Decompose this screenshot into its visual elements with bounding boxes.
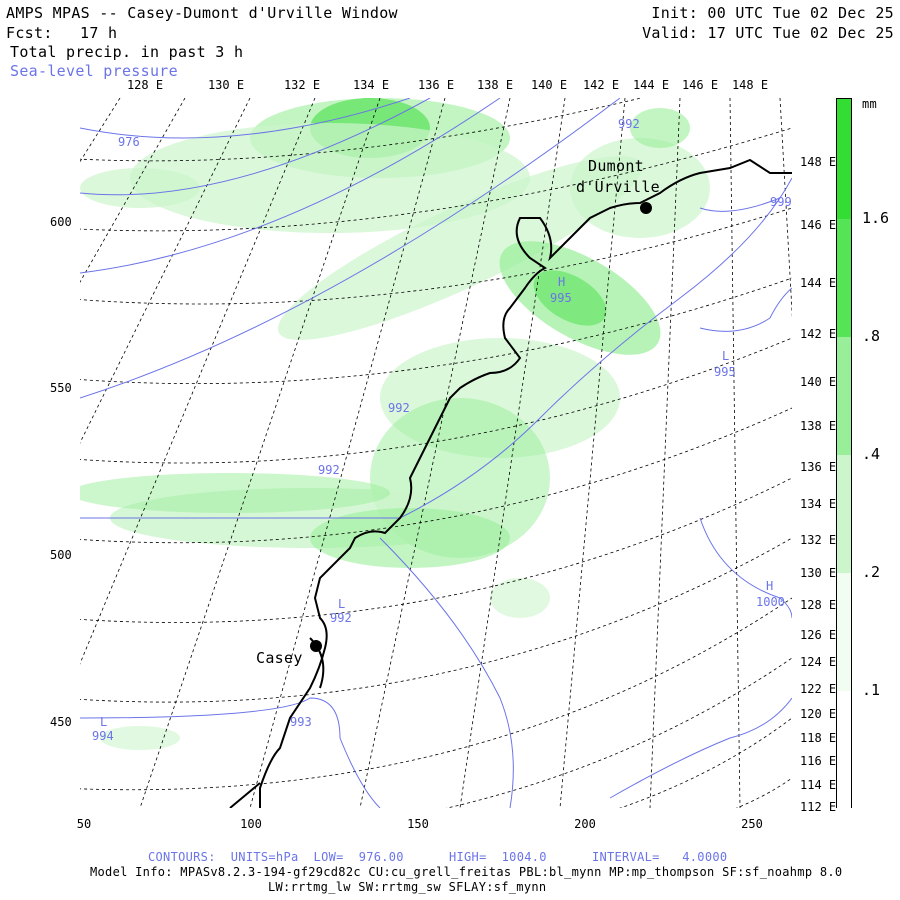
high-center-mark: H	[558, 275, 566, 289]
lat-lon-grid	[80, 98, 792, 808]
right-lon-label: 144 E	[800, 276, 837, 290]
y-axis-tick-label: 600	[50, 215, 72, 229]
top-lon-label: 132 E	[283, 78, 321, 92]
top-lon-label: 148 E	[731, 78, 769, 92]
right-lon-label: 132 E	[800, 533, 837, 547]
precip-cell	[80, 168, 200, 208]
colorbar-label: .8	[862, 327, 881, 345]
pressure-label: 1000	[756, 595, 785, 609]
top-lon-label: 130 E	[207, 78, 245, 92]
y-axis-tick-label: 450	[50, 715, 72, 729]
pressure-label: 993	[290, 715, 312, 729]
x-axis-tick-label: 50	[76, 817, 92, 831]
x-axis-tick-label: 100	[240, 817, 262, 831]
dumont-label-line2: d'Urville	[576, 178, 660, 196]
right-lon-label: 122 E	[800, 682, 837, 696]
colorbar-segment-0.2	[837, 455, 851, 573]
colorbar-segment-0.4	[837, 337, 851, 455]
model-info: Model Info: MPASv8.2.3-194-gf29cd82c CU:…	[90, 865, 843, 879]
precip-cell	[490, 578, 550, 618]
casey-station-marker	[310, 640, 322, 652]
y-axis-tick-label: 550	[50, 381, 72, 395]
right-lon-label: 116 E	[800, 754, 837, 768]
right-lon-label: 112 E	[800, 800, 837, 814]
low-center-mark: L	[100, 715, 108, 729]
field-slp-label: Sea-level pressure	[10, 62, 178, 80]
pressure-label: 995	[550, 291, 572, 305]
top-lon-label: 134 E	[352, 78, 390, 92]
precip-colorbar	[836, 98, 852, 809]
precip-cell	[630, 108, 690, 148]
pressure-label: 994	[92, 729, 114, 743]
top-lon-label: 128 E	[126, 78, 164, 92]
right-lon-label: 138 E	[800, 419, 837, 433]
right-lon-label: 146 E	[800, 218, 837, 232]
precip-cell	[310, 508, 510, 568]
right-lon-label: 130 E	[800, 566, 837, 580]
top-lon-label: 136 E	[417, 78, 455, 92]
pressure-label: 995	[714, 365, 736, 379]
model-info-line2: LW:rrtmg_lw SW:rrtmg_sw SFLAY:sf_mynn	[268, 880, 547, 894]
right-lon-label: 148 E	[800, 155, 837, 169]
low-center-mark: L	[722, 349, 730, 363]
top-lon-label: 146 E	[681, 78, 719, 92]
precip-cell	[100, 726, 180, 750]
x-axis-tick-label: 150	[407, 817, 429, 831]
high-center-mark: H	[766, 579, 774, 593]
init-time: Init: 00 UTC Tue 02 Dec 25	[651, 4, 894, 22]
colorbar-segment-0.1	[837, 573, 851, 691]
right-lon-label: 126 E	[800, 628, 837, 642]
right-lon-label: 120 E	[800, 707, 837, 721]
pressure-label: 976	[118, 135, 140, 149]
top-lon-label: 142 E	[582, 78, 620, 92]
top-lon-label: 138 E	[476, 78, 514, 92]
forecast-hours: 17 h	[80, 24, 118, 42]
precip-cell	[80, 473, 390, 513]
casey-label: Casey	[256, 649, 303, 667]
low-center-mark: L	[338, 597, 346, 611]
dumont-durville-station-marker	[640, 202, 652, 214]
contours-info: CONTOURS: UNITS=hPa LOW= 976.00 HIGH= 10…	[148, 850, 728, 864]
right-lon-label: 134 E	[800, 497, 837, 511]
colorbar-segment-0	[837, 691, 851, 809]
colorbar-segment-0.8	[837, 219, 851, 337]
dumont-label-line1: Dumont	[588, 157, 644, 175]
top-lon-label: 140 E	[530, 78, 568, 92]
colorbar-label: .2	[862, 563, 881, 581]
right-lon-label: 142 E	[800, 327, 837, 341]
pressure-label: 999	[770, 195, 792, 209]
right-lon-label: 118 E	[800, 731, 837, 745]
right-lon-label: 128 E	[800, 598, 837, 612]
map-title: AMPS MPAS -- Casey-Dumont d'Urville Wind…	[6, 4, 398, 22]
pressure-label: 992	[330, 611, 352, 625]
map-panel: 976 992 992 992 992 993 994 995 995 999 …	[80, 98, 792, 808]
precip-cell	[499, 241, 661, 355]
field-precip-label: Total precip. in past 3 h	[10, 43, 244, 61]
top-lon-label: 144 E	[632, 78, 670, 92]
pressure-label: 992	[388, 401, 410, 415]
x-axis-tick-label: 250	[741, 817, 763, 831]
colorbar-unit: mm	[862, 97, 878, 111]
right-lon-label: 124 E	[800, 655, 837, 669]
valid-time: Valid: 17 UTC Tue 02 Dec 25	[642, 24, 894, 42]
precip-cell	[277, 156, 643, 340]
forecast-label: Fcst:	[6, 24, 53, 42]
pressure-contours	[80, 98, 792, 808]
colorbar-label: 1.6	[862, 209, 890, 227]
pressure-label: 992	[318, 463, 340, 477]
colorbar-segment-1.6	[837, 99, 851, 219]
map-canvas	[80, 98, 792, 808]
right-lon-label: 140 E	[800, 375, 837, 389]
y-axis-tick-label: 500	[50, 548, 72, 562]
colorbar-label: .4	[862, 445, 881, 463]
x-axis-tick-label: 200	[574, 817, 596, 831]
right-lon-label: 136 E	[800, 460, 837, 474]
right-lon-label: 114 E	[800, 778, 837, 792]
pressure-label: 992	[618, 117, 640, 131]
precip-cell	[130, 123, 530, 233]
precipitation-shading	[80, 98, 710, 750]
colorbar-label: .1	[862, 681, 881, 699]
